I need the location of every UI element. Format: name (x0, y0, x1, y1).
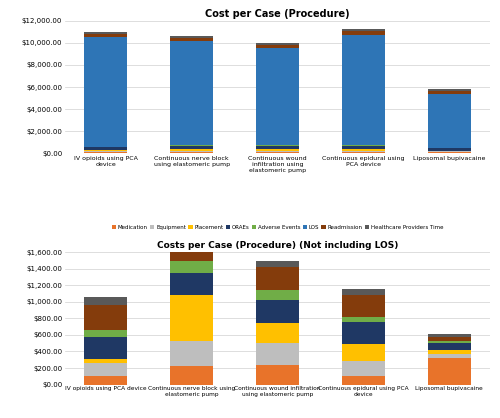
Bar (428, 334, 470, 336)
Bar (428, 91, 470, 94)
Bar (256, 260, 299, 267)
Bar (342, 295, 385, 317)
Bar (342, 151, 385, 152)
Bar (170, 260, 213, 273)
Bar (170, 366, 213, 385)
Bar (84, 152, 127, 153)
Title: Costs per Case (Procedure) (Not including LOS): Costs per Case (Procedure) (Not includin… (157, 241, 398, 250)
Bar (84, 376, 127, 385)
Bar (170, 36, 213, 38)
Bar (84, 37, 127, 147)
Bar (256, 146, 299, 149)
Bar (256, 43, 299, 45)
Bar (170, 234, 213, 260)
Bar (84, 33, 127, 37)
Bar (170, 152, 213, 153)
Bar (256, 267, 299, 291)
Bar (256, 343, 299, 365)
Bar (170, 41, 213, 145)
Bar (256, 151, 299, 152)
Bar (342, 317, 385, 322)
Bar (428, 148, 470, 151)
Bar (342, 362, 385, 376)
Bar (84, 148, 127, 150)
Bar (256, 323, 299, 343)
Bar (170, 151, 213, 152)
Bar (342, 152, 385, 153)
Bar (84, 305, 127, 330)
Bar (170, 341, 213, 366)
Bar (342, 145, 385, 149)
Bar (428, 354, 470, 358)
Bar (342, 35, 385, 145)
Bar (342, 376, 385, 385)
Bar (256, 45, 299, 48)
Bar (342, 344, 385, 362)
Bar (342, 31, 385, 35)
Bar (256, 145, 299, 146)
Bar (256, 300, 299, 323)
Bar (84, 32, 127, 33)
Bar (256, 149, 299, 151)
Bar (170, 295, 213, 341)
Bar (428, 152, 470, 153)
Legend: Medication, Equipment, Placement, ORAEs, Adverse Events, LOS, Readmission, Healt: Medication, Equipment, Placement, ORAEs,… (112, 225, 444, 229)
Bar (84, 151, 127, 152)
Bar (342, 289, 385, 295)
Bar (428, 94, 470, 148)
Bar (170, 226, 213, 234)
Bar (428, 350, 470, 354)
Bar (428, 89, 470, 91)
Bar (84, 297, 127, 305)
Bar (342, 149, 385, 151)
Bar (428, 336, 470, 341)
Bar (84, 330, 127, 336)
Bar (256, 365, 299, 385)
Bar (170, 145, 213, 149)
Bar (342, 322, 385, 344)
Bar (342, 29, 385, 31)
Bar (428, 151, 470, 152)
Bar (428, 343, 470, 350)
Bar (84, 359, 127, 363)
Bar (256, 291, 299, 300)
Bar (428, 358, 470, 385)
Bar (428, 341, 470, 343)
Bar (256, 152, 299, 153)
Bar (84, 147, 127, 148)
Bar (84, 363, 127, 376)
Bar (84, 336, 127, 359)
Bar (170, 149, 213, 151)
Bar (170, 273, 213, 295)
Bar (256, 48, 299, 145)
Title: Cost per Case (Procedure): Cost per Case (Procedure) (205, 9, 350, 19)
Bar (170, 38, 213, 41)
